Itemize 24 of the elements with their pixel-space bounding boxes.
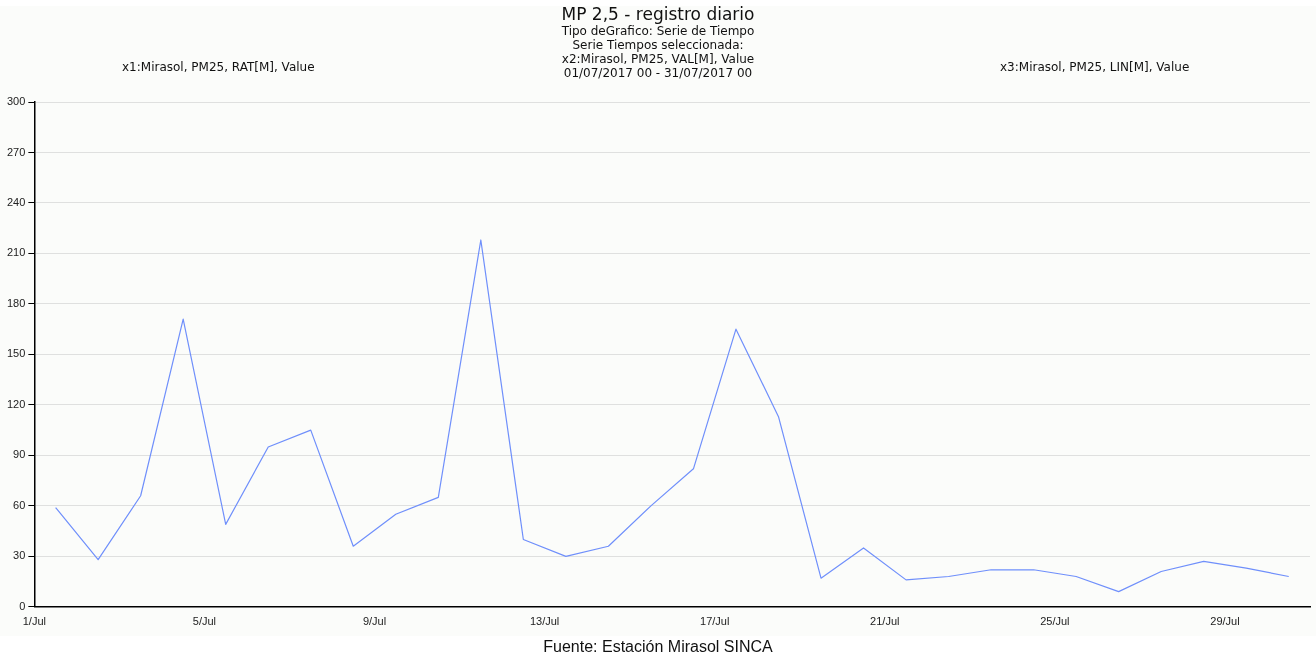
x-tick-label: 9/Jul: [362, 615, 387, 628]
y-tick-label: 180: [6, 296, 26, 309]
y-tick-label: 0: [19, 599, 26, 612]
y-tick-label: 30: [13, 549, 26, 562]
y-tick-label: 300: [6, 95, 26, 108]
source-note: Fuente: Estación Mirasol SINCA: [542, 638, 774, 656]
text: x3:Mirasol, PM25, LIN[M], Value: [1000, 60, 1190, 74]
y-tick-label: 240: [6, 195, 26, 208]
text: x1:Mirasol, PM25, RAT[M], Value: [122, 60, 315, 74]
y-tick-label: 150: [6, 347, 26, 360]
y-tick-label: 90: [13, 448, 26, 461]
x-tick-label: 25/Jul: [1040, 615, 1070, 628]
y-tick-label: 210: [6, 246, 26, 259]
x-tick-label: 13/Jul: [529, 615, 560, 628]
x-tick-label: 29/Jul: [1210, 615, 1240, 628]
x-tick-label: 1/Jul: [22, 615, 46, 628]
y-tick-label: 270: [6, 145, 26, 158]
y-tick-label: 120: [6, 397, 26, 410]
chart-title: MP 2,5 - registro diario: [560, 4, 756, 24]
x-tick-label: 17/Jul: [700, 615, 730, 628]
chart-subtitle: Tipo deGrafico: Serie de Tiempo Serie Tiempos seleccionada: x2:Mirasol, PM25, VAL[M], Value 01/07/2017 00 - 31/07/2017 00: [561, 24, 755, 80]
y-tick-label: 60: [13, 498, 26, 511]
x-tick-label: 5/Jul: [192, 615, 217, 628]
x-tick-label: 21/Jul: [870, 615, 900, 628]
